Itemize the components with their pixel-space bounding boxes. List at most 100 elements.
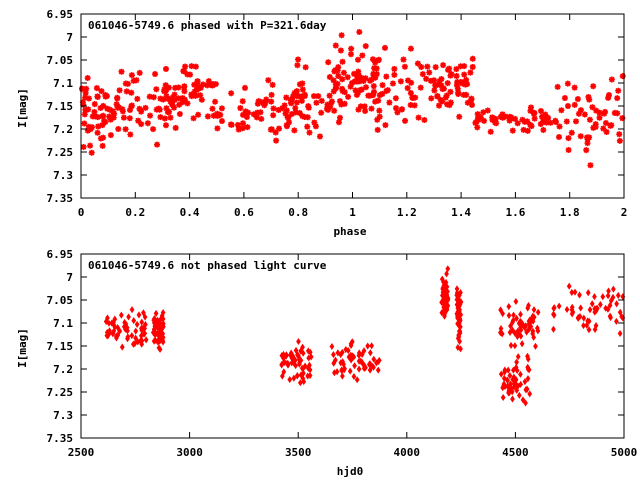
phased-data-point [85,95,92,102]
phased-data-point [616,131,623,138]
phased-data-point [444,101,451,108]
phased-data-point [561,95,568,102]
phased-data-point [512,115,519,122]
phased-data-point [157,95,164,102]
phased-data-point [527,107,534,114]
phased-data-point [336,114,343,121]
phased-data-point [171,91,178,98]
phased-data-point [372,98,379,105]
phased-data-point [434,81,441,88]
phased-data-point [447,99,454,106]
phased-data-point [288,110,295,117]
unphased-data-point [513,297,519,306]
unphased-data-point [113,332,119,340]
phased-y-ticks: 6.95 7 7.05 7.1 7.15 7.2 7.25 7.3 7.35 [47,8,624,205]
phased-data-point [253,114,260,121]
phased-data-point [539,113,546,120]
phased-data-point [543,119,550,126]
unphased-data-point [556,302,562,310]
phased-data-point [119,106,126,113]
unphased-data-point [300,343,305,351]
phased-data-point [298,97,305,104]
phased-data-point [268,98,275,105]
phased-data-point [370,88,377,95]
phased-data-point [254,109,261,116]
phased-data-point [473,118,480,125]
phased-data-point [407,90,414,97]
phased-data-point [318,109,325,116]
phased-data-point [111,110,118,117]
phased-data-point [379,82,386,89]
unphased-data-point [508,380,513,388]
phased-data-point [268,91,275,98]
unphased-data-point [351,372,357,381]
phased-data-point [540,118,547,125]
phased-data-point [218,118,225,125]
phased-data-point [391,65,398,72]
unphased-data-point [158,329,163,337]
phased-data-point [122,126,129,133]
unphased-data-point [156,321,162,329]
phased-data-point [296,109,303,116]
phased-data-point [85,106,92,113]
phased-y-tick-label: 6.95 [47,8,74,21]
unphased-data-point [505,382,510,390]
phased-data-point [467,69,474,76]
phased-data-point [160,96,167,103]
phased-data-point [402,117,409,124]
phased-data-point [261,102,268,109]
unphased-data-point [457,327,463,335]
phased-data-point [468,95,475,102]
unphased-data-point [506,311,512,320]
phased-data-point [596,114,603,121]
unphased-data-point [500,310,506,318]
phased-data-point [407,45,414,52]
phased-data-point [586,96,593,103]
unphased-y-axis-label: I[mag] [16,328,29,368]
phased-data-point [114,102,121,109]
phased-data-point [336,98,343,105]
phased-data-point [179,95,186,102]
phased-data-point [294,62,301,69]
phased-data-point [391,71,398,78]
unphased-data-point [136,311,142,319]
phased-data-point [93,85,100,92]
phased-data-point [134,95,141,102]
unphased-data-point [526,317,532,325]
phased-data-point [398,106,405,113]
phased-data-point [326,74,333,81]
phased-data-point [436,102,443,109]
unphased-data-point [597,300,603,309]
phased-data-point [514,120,521,127]
phased-data-point [592,123,599,130]
phased-data-point [590,124,597,131]
phased-data-point [127,131,134,138]
phased-data-point [218,105,225,112]
unphased-data-point [510,395,515,403]
unphased-y-ticks: 6.95 7 7.05 7.1 7.15 7.2 7.25 7.3 7.35 [47,248,624,445]
phased-y-tick-label: 7.3 [53,169,73,182]
phased-data-point [258,99,265,106]
phased-data-point [358,86,365,93]
phased-data-point [243,114,250,121]
phased-data-point [299,80,306,87]
phased-x-tick-label: 0.8 [288,206,308,219]
phased-data-point [480,109,487,116]
unphased-data-point [516,319,522,327]
phased-data-point [347,51,354,58]
phased-data-point [244,124,251,131]
unphased-data-point [518,332,524,340]
phased-data-point [376,113,383,120]
phased-data-point [116,87,123,94]
phased-data-point [339,58,346,65]
unphased-data-point [607,312,613,320]
phased-data-point [447,88,454,95]
phased-data-point [453,66,460,73]
phased-data-point [362,43,369,50]
unphased-data-point [525,355,531,363]
phased-data-point [150,126,157,133]
phased-y-tick-label: 7.25 [47,146,74,159]
unphased-data-point [126,313,131,321]
unphased-data-point [533,342,538,350]
phased-data-point [120,114,127,121]
